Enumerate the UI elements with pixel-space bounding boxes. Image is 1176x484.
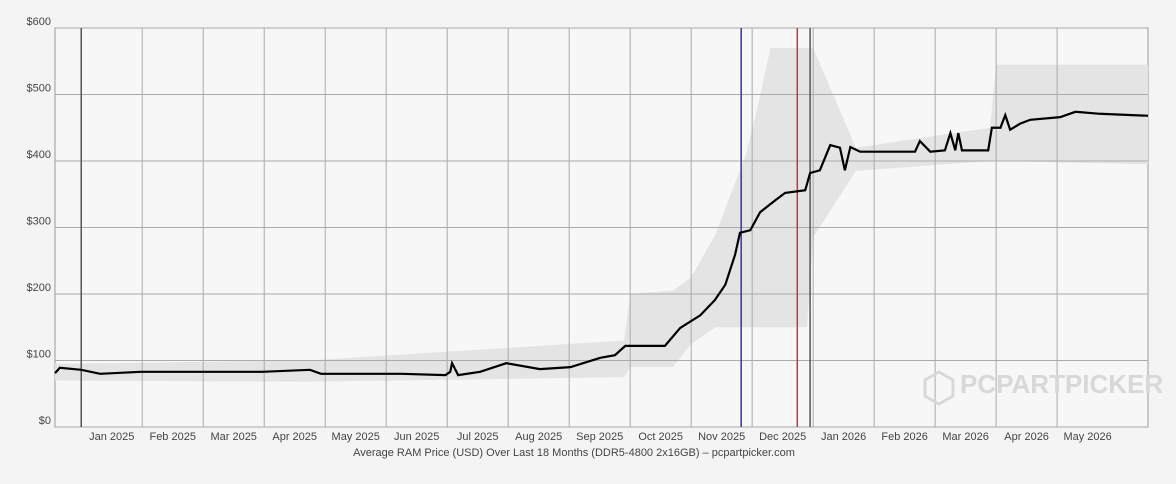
- x-tick-label: Nov 2025: [698, 431, 745, 443]
- caption: Average RAM Price (USD) Over Last 18 Mon…: [353, 447, 795, 459]
- logo-icon: [923, 370, 955, 406]
- price-range-band: [55, 47, 1148, 382]
- x-tick-label: Jan 2025: [89, 431, 134, 443]
- x-tick-label: Jul 2025: [457, 431, 499, 443]
- x-tick-label: Jun 2025: [394, 431, 439, 443]
- y-tick-label: $100: [27, 348, 51, 360]
- y-tick-label: $500: [27, 82, 51, 94]
- watermark: PCPARTPICKER: [960, 369, 1163, 399]
- average-price-line: [54, 110, 1149, 377]
- x-tick-label: Feb 2026: [881, 431, 927, 443]
- x-tick-label: Oct 2025: [638, 431, 683, 443]
- x-tick-label: Jan 2026: [821, 431, 866, 443]
- x-tick-label: Apr 2026: [1004, 431, 1049, 443]
- y-tick-label: $400: [27, 149, 51, 161]
- x-tick-label: Dec 2025: [759, 431, 806, 443]
- x-tick-label: Feb 2025: [149, 431, 195, 443]
- y-tick-label: $600: [27, 16, 51, 28]
- logo: PCPARTPICKER: [923, 369, 1163, 406]
- y-tick-label: $200: [27, 282, 51, 294]
- x-tick-label: Aug 2025: [515, 431, 562, 443]
- x-tick-label: May 2025: [332, 431, 380, 443]
- x-tick-label: Apr 2025: [272, 431, 317, 443]
- y-tick-label: $300: [27, 215, 51, 227]
- x-tick-label: May 2026: [1063, 431, 1111, 443]
- x-tick-label: Sep 2025: [576, 431, 623, 443]
- x-tick-label: Mar 2026: [942, 431, 988, 443]
- x-tick-label: Mar 2025: [210, 431, 256, 443]
- y-tick-label: $0: [39, 415, 51, 427]
